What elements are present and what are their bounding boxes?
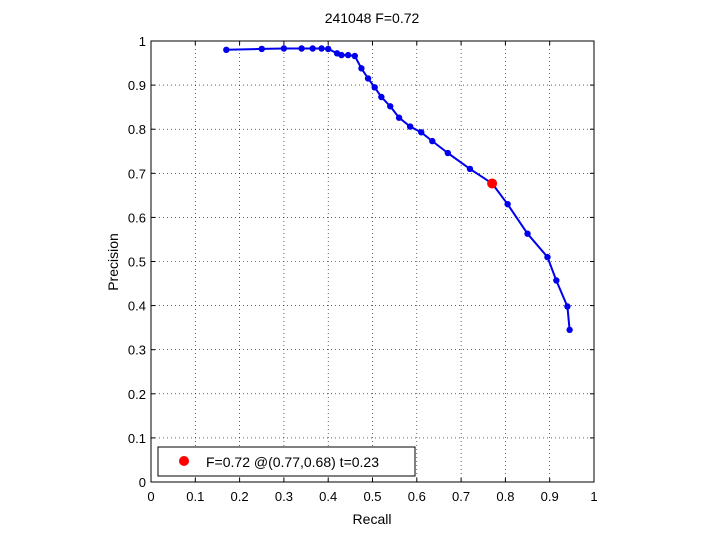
data-point [364, 75, 372, 82]
data-point [418, 129, 425, 136]
data-point [371, 84, 378, 91]
data-point [429, 137, 436, 145]
y-tick-label: 0.4 [128, 299, 146, 314]
data-point [406, 123, 414, 130]
axis-ticks: 0 0.1 0.2 0.3 0.4 0.5 0.6 0.7 0.8 0.9 1 0 0.1 0.2 0.3 0… [128, 34, 598, 504]
best-f-point [487, 178, 498, 189]
data-point [504, 200, 511, 208]
data-point [358, 65, 365, 72]
data-point [344, 51, 352, 59]
grid [151, 41, 594, 482]
y-tick-label: 0.7 [128, 166, 146, 181]
legend-label: F=0.72 @(0.77,0.68) t=0.23 [206, 454, 379, 470]
y-axis-label: Precision [105, 233, 121, 291]
data-point [378, 93, 385, 101]
data-point [544, 253, 551, 261]
y-tick-label: 0.3 [128, 343, 146, 358]
data-point [564, 303, 571, 310]
data-point [258, 45, 265, 53]
data-point [280, 45, 288, 52]
legend-marker [179, 456, 189, 466]
y-tick-label: 0.8 [128, 122, 146, 137]
x-tick-label: 0.7 [452, 489, 470, 504]
x-axis-label: Recall [353, 511, 392, 527]
series-line [226, 47, 571, 330]
data-point [351, 52, 358, 60]
data-point [524, 230, 531, 237]
legend-box [157, 446, 416, 477]
x-tick-label: 0.1 [186, 489, 204, 504]
y-tick-label: 0.1 [128, 431, 146, 446]
data-point [325, 45, 332, 53]
x-tick-label: 0.8 [496, 489, 514, 504]
y-tick-label: 0.2 [128, 387, 146, 402]
data-point [566, 326, 573, 334]
legend: F=0.72 @(0.77,0.68) t=0.23 [157, 446, 416, 477]
data-point [338, 51, 345, 59]
x-tick-label: 0.5 [363, 489, 381, 504]
data-point [318, 45, 325, 52]
data-point [387, 103, 394, 110]
y-tick-label: 0.6 [128, 210, 146, 225]
x-tick-label: 0.3 [275, 489, 293, 504]
data-point [466, 165, 474, 173]
data-point [223, 46, 230, 54]
data-point [309, 45, 316, 52]
data-point [553, 277, 560, 284]
y-tick-label: 0.5 [128, 255, 146, 270]
chart-title: 241048 F=0.72 [325, 10, 420, 26]
x-tick-label: 0 [147, 489, 154, 504]
series-layer [223, 45, 573, 334]
x-tick-label: 0.9 [541, 489, 559, 504]
y-tick-label: 0.9 [128, 78, 146, 93]
x-tick-label: 0.6 [408, 489, 426, 504]
data-point [444, 149, 452, 157]
x-tick-label: 0.4 [319, 489, 337, 504]
y-tick-label: 1 [139, 34, 146, 49]
data-point [298, 45, 305, 52]
y-tick-label: 0 [139, 475, 146, 490]
x-tick-label: 1 [590, 489, 597, 504]
data-point [395, 114, 403, 121]
x-tick-label: 0.2 [231, 489, 249, 504]
